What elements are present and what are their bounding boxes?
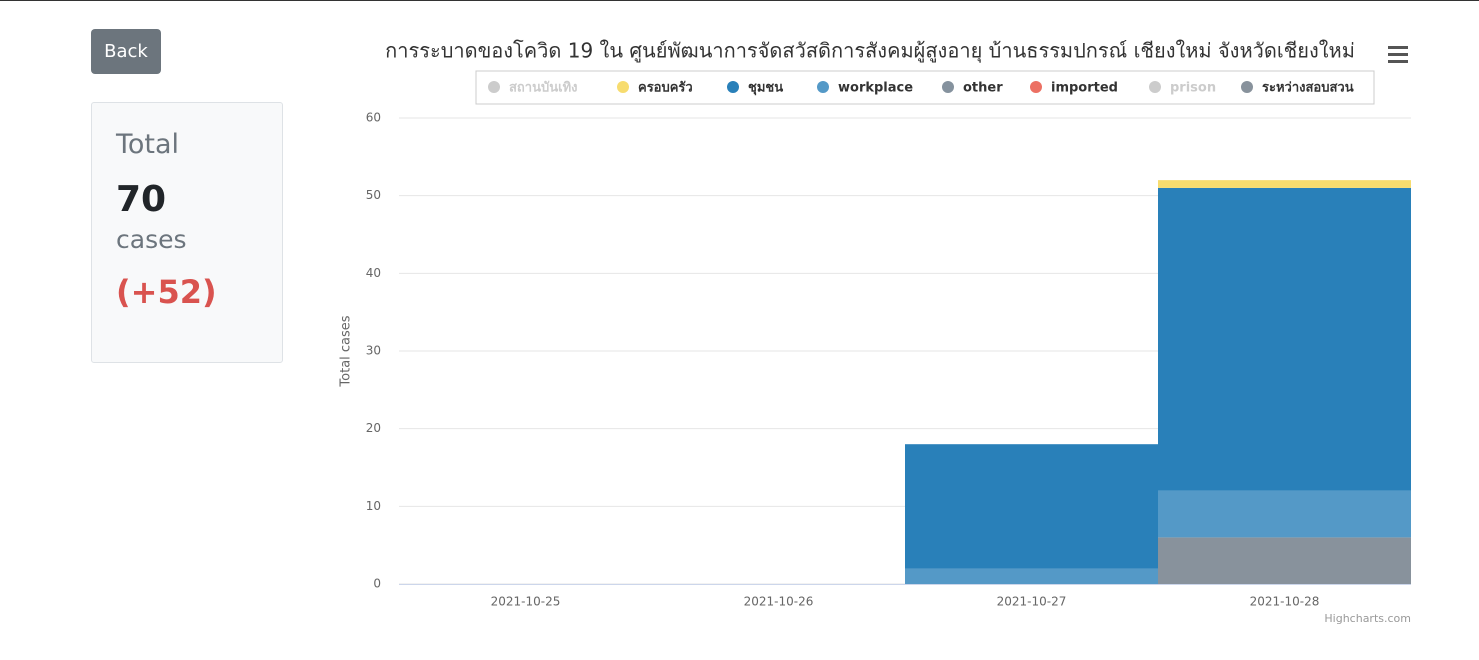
summary-card: Total 70 cases (+52) [91, 102, 283, 363]
legend-item[interactable]: prison [1149, 81, 1216, 96]
legend-marker [1149, 81, 1161, 93]
summary-total: 70 [116, 179, 167, 220]
legend-marker [488, 81, 500, 93]
menu-bar [1388, 60, 1408, 63]
y-tick-label: 20 [366, 421, 381, 435]
menu-bar [1388, 46, 1408, 49]
y-tick-label: 60 [366, 111, 381, 125]
bar-segment [905, 444, 1158, 569]
back-button[interactable]: Back [91, 29, 161, 74]
legend-marker [817, 81, 829, 93]
x-tick-label: 2021-10-27 [997, 595, 1067, 609]
legend-label: ชุมชน [748, 81, 783, 96]
legend-item[interactable]: imported [1030, 81, 1118, 96]
legend-label: สถานบันเทิง [509, 81, 578, 96]
bar-segment [1158, 180, 1411, 188]
plot [399, 117, 1411, 585]
legend-marker [617, 81, 629, 93]
legend-label: prison [1170, 81, 1216, 96]
menu-bar [1388, 53, 1408, 56]
legend-item[interactable]: other [942, 81, 1003, 96]
x-tick-label: 2021-10-28 [1250, 595, 1320, 609]
legend-label: workplace [838, 81, 913, 96]
summary-unit: cases [116, 225, 187, 254]
top-border [0, 0, 1479, 1]
legend-item[interactable]: ระหว่างสอบสวน [1241, 81, 1354, 96]
summary-change: (+52) [116, 273, 217, 311]
legend-box [475, 70, 1375, 105]
x-tick-label: 2021-10-26 [744, 595, 814, 609]
summary-label: Total [116, 129, 180, 160]
bar-segment [905, 568, 1158, 584]
bar-segment [1158, 187, 1411, 491]
legend-marker [1030, 81, 1042, 93]
legend-label: imported [1051, 81, 1118, 96]
legend-item[interactable]: workplace [817, 81, 913, 96]
x-tick-label: 2021-10-25 [491, 595, 561, 609]
y-axis-title: Total cases [339, 315, 354, 387]
legend-marker [1241, 81, 1253, 93]
legend-marker [727, 81, 739, 93]
legend-item[interactable]: ชุมชน [727, 81, 783, 96]
credits[interactable]: Highcharts.com [1324, 612, 1411, 625]
menu-button[interactable] [1388, 46, 1408, 63]
legend-item[interactable]: สถานบันเทิง [488, 81, 578, 96]
chart-title: การระบาดของโควิด 19 ใน ศูนย์พัฒนาการจัดส… [385, 39, 1355, 64]
y-tick-label: 50 [366, 188, 381, 202]
y-tick-label: 10 [366, 499, 381, 513]
legend-label: ระหว่างสอบสวน [1262, 81, 1354, 96]
bar-segment [1158, 490, 1411, 538]
y-tick-label: 30 [366, 344, 381, 358]
bar-segment [1158, 537, 1411, 584]
legend-label: ครอบครัว [638, 81, 693, 96]
legend-marker [942, 81, 954, 93]
y-tick-label: 0 [373, 577, 381, 591]
y-tick-label: 40 [366, 266, 381, 280]
legend-label: other [963, 81, 1003, 96]
legend-item[interactable]: ครอบครัว [617, 81, 693, 96]
